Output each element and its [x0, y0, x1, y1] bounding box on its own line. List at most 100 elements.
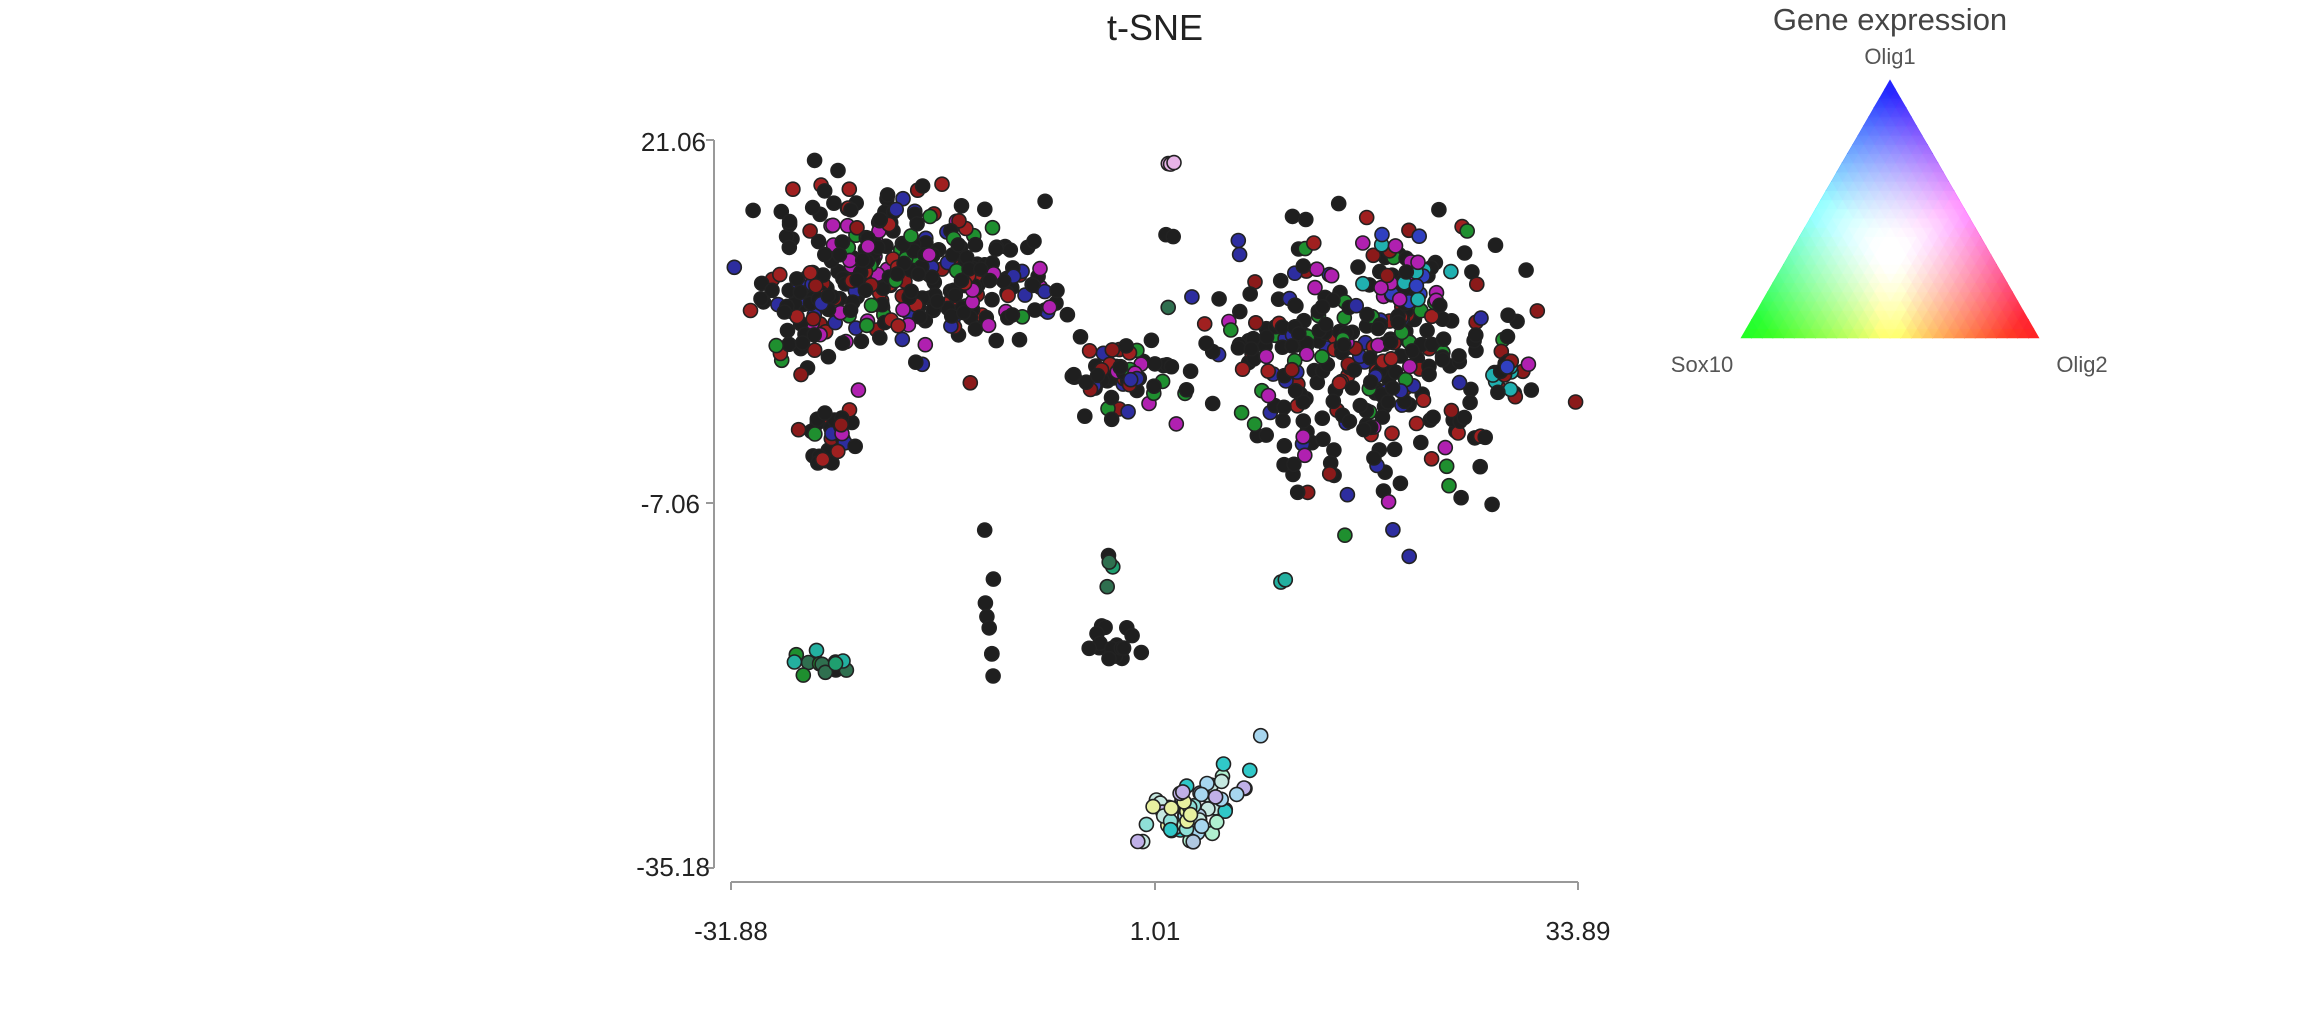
x-tick-label-mid: 1.01 [1130, 916, 1181, 946]
scatter-point [1500, 307, 1516, 324]
scatter-point [1386, 441, 1403, 458]
scatter-point [1120, 403, 1136, 420]
scatter-point [1401, 548, 1417, 565]
scatter-point [1370, 320, 1386, 337]
scatter-point [1456, 245, 1473, 261]
scatter-point [1323, 267, 1340, 284]
scatter-point [922, 208, 938, 225]
scatter-point [1242, 762, 1258, 779]
scatter-point [967, 321, 984, 337]
scatter-point [1490, 384, 1506, 401]
scatter-point [950, 237, 967, 253]
legend-triangle-center-glow [1741, 80, 2039, 338]
scatter-point [934, 176, 950, 192]
scatter-point [1178, 381, 1195, 398]
scatter-point [1344, 379, 1361, 396]
scatter-point [1162, 821, 1179, 838]
scatter-point [1243, 341, 1260, 357]
scatter-point [1211, 291, 1227, 307]
scatter-point [834, 234, 851, 251]
scatter-point [804, 199, 821, 216]
scatter-point [806, 327, 823, 343]
scatter-point [1355, 235, 1371, 251]
scatter-point [1431, 201, 1447, 218]
scatter-point [1314, 348, 1330, 365]
scatter-point [976, 522, 993, 538]
scatter-point [985, 571, 1002, 587]
scatter-point [1384, 380, 1401, 396]
scatter-point [1168, 416, 1185, 432]
scatter-point [1309, 261, 1325, 278]
scatter-point [1298, 211, 1314, 228]
scatter-point [1339, 486, 1356, 503]
scatter-point [1499, 359, 1515, 375]
scatter-point [921, 246, 937, 263]
scatter-point [1423, 450, 1440, 467]
scatter-point [857, 282, 874, 299]
scatter-point [1502, 381, 1519, 398]
scatter-point [889, 266, 906, 282]
scatter-point [988, 332, 1005, 349]
legend-vertex-label-left: Sox10 [1671, 352, 1733, 377]
scatter-point [1112, 359, 1128, 376]
scatter-point [972, 261, 989, 277]
x-tick-label-left: -31.88 [694, 916, 768, 946]
scatter-point [914, 178, 931, 194]
scatter-point [1374, 409, 1391, 425]
scatter-point [1072, 328, 1089, 345]
scatter-point [807, 277, 824, 294]
scatter-point [1215, 756, 1232, 772]
scatter-point [1518, 262, 1534, 278]
scatter-point [1456, 409, 1473, 426]
scatter-point [1415, 392, 1432, 409]
scatter-point [1122, 371, 1139, 388]
legend-title: Gene expression [1773, 2, 2007, 37]
x-tick-label-right: 33.89 [1545, 916, 1610, 946]
scatter-point [1101, 554, 1117, 570]
scatter-point [1443, 402, 1460, 419]
scatter-point [1213, 773, 1230, 790]
scatter-point [1041, 299, 1058, 316]
scatter-point [781, 239, 798, 256]
scatter-point [1138, 816, 1155, 833]
scatter-point [776, 304, 793, 320]
scatter-point [1567, 394, 1584, 410]
scatter-point [1419, 322, 1435, 339]
scatter-point [858, 317, 875, 334]
scatter-point [1182, 806, 1199, 823]
scatter-point [872, 211, 889, 228]
scatter-point [1441, 477, 1457, 494]
scatter-point [779, 322, 796, 339]
scatter-point [1234, 361, 1251, 378]
scatter-point [1000, 287, 1016, 304]
scatter-point [816, 183, 833, 199]
scatter-point [929, 293, 946, 310]
scatter-point [785, 181, 801, 197]
scatter-point [1175, 784, 1191, 800]
scatter-point [841, 181, 858, 197]
scatter-point [1147, 356, 1163, 372]
scatter-point [849, 272, 865, 288]
scatter-point [976, 201, 993, 218]
scatter-point [1260, 363, 1276, 379]
scatter-point [871, 329, 888, 346]
scatter-point [1331, 375, 1348, 391]
scatter-point [1163, 358, 1180, 375]
scatter-point [1437, 439, 1454, 456]
scatter-point [814, 451, 831, 468]
scatter-point [1115, 640, 1132, 656]
scatter-point [850, 382, 867, 398]
scatter-point [1362, 350, 1378, 366]
scatter-point [1384, 425, 1400, 442]
scatter-point [1425, 409, 1441, 426]
scatter-point [1103, 411, 1120, 428]
scatter-point [903, 228, 919, 244]
scatter-point [1390, 314, 1407, 331]
scatter-point [953, 272, 970, 289]
legend-color-triangle [1740, 79, 2040, 339]
scatter-point [1359, 306, 1375, 323]
scatter-point [1185, 833, 1201, 850]
scatter-point [1258, 329, 1275, 345]
scatter-point [820, 348, 837, 365]
